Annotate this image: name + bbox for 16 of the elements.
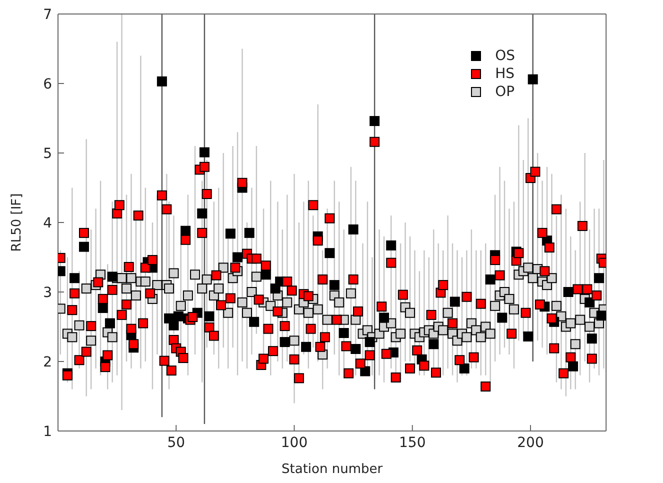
y-tick-label: 5 xyxy=(43,146,52,162)
legend-label: OP xyxy=(495,84,515,100)
y-tick-label: 1 xyxy=(43,424,52,440)
y-tick-label: 3 xyxy=(43,284,52,301)
x-tick-label: 150 xyxy=(399,434,426,451)
y-axis-title: RL50 [IF] xyxy=(10,193,25,252)
x-tick-label: 100 xyxy=(280,434,308,451)
legend-label: HS xyxy=(495,66,515,82)
y-tick-label: 7 xyxy=(43,6,52,23)
x-tick-label: 50 xyxy=(167,434,186,451)
x-tick-label: 200 xyxy=(517,434,544,451)
legend-label: OS xyxy=(495,48,515,64)
y-tick-label: 4 xyxy=(43,215,52,232)
x-axis-title: Station number xyxy=(282,462,384,477)
y-tick-label: 2 xyxy=(43,354,52,370)
y-tick-label: 6 xyxy=(43,76,52,92)
